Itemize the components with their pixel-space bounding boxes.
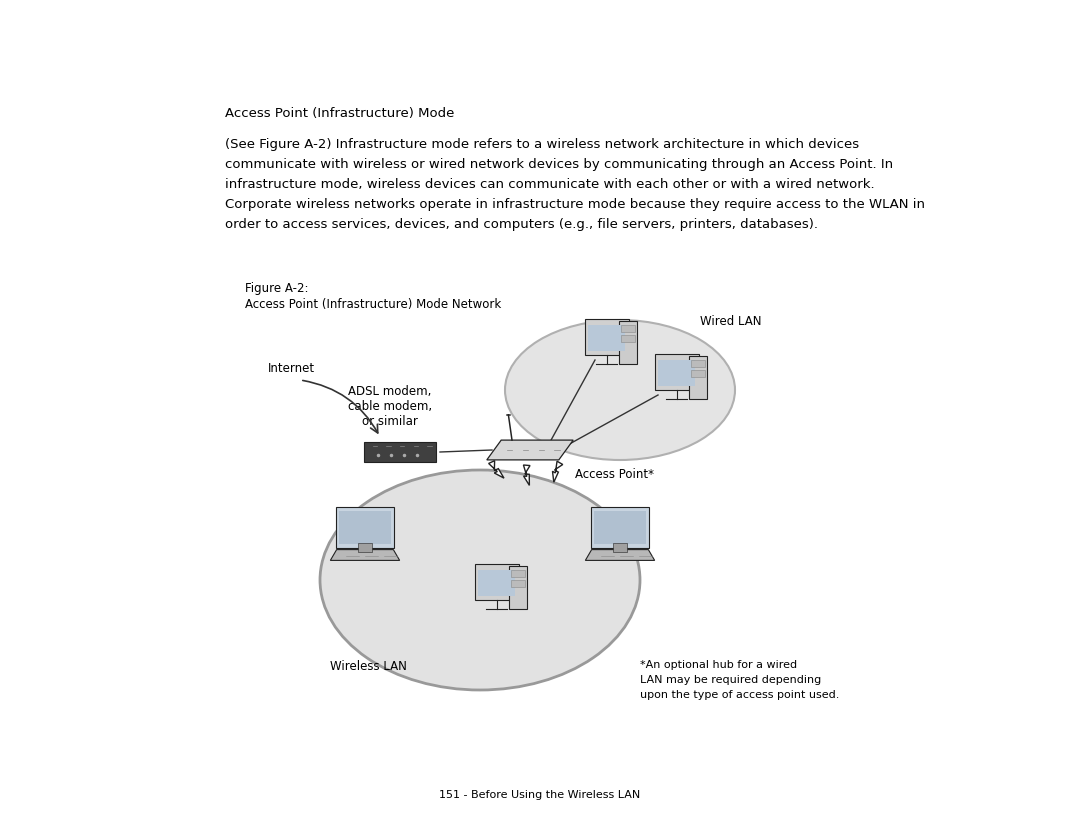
- Text: 151 - Before Using the Wireless LAN: 151 - Before Using the Wireless LAN: [440, 790, 640, 800]
- FancyBboxPatch shape: [619, 321, 637, 364]
- Text: Access Point (Infrastructure) Mode Network: Access Point (Infrastructure) Mode Netwo…: [245, 298, 501, 311]
- FancyBboxPatch shape: [691, 370, 704, 377]
- Text: Access Point (Infrastructure) Mode: Access Point (Infrastructure) Mode: [225, 107, 455, 120]
- Polygon shape: [488, 460, 504, 478]
- FancyArrowPatch shape: [302, 380, 378, 433]
- Text: Corporate wireless networks operate in infrastructure mode because they require : Corporate wireless networks operate in i…: [225, 198, 924, 211]
- Polygon shape: [487, 440, 573, 460]
- Polygon shape: [339, 511, 391, 545]
- Text: order to access services, devices, and computers (e.g., file servers, printers, : order to access services, devices, and c…: [225, 218, 818, 231]
- FancyBboxPatch shape: [621, 335, 635, 342]
- FancyBboxPatch shape: [511, 570, 525, 577]
- Text: LAN may be required depending: LAN may be required depending: [640, 675, 821, 685]
- FancyBboxPatch shape: [509, 566, 527, 609]
- Polygon shape: [591, 507, 649, 548]
- Polygon shape: [553, 461, 563, 482]
- FancyBboxPatch shape: [478, 570, 515, 596]
- Polygon shape: [585, 550, 654, 560]
- FancyBboxPatch shape: [584, 319, 629, 355]
- Text: Wired LAN: Wired LAN: [700, 315, 761, 328]
- Text: communicate with wireless or wired network devices by communicating through an A: communicate with wireless or wired netwo…: [225, 158, 893, 171]
- FancyBboxPatch shape: [589, 325, 624, 351]
- FancyBboxPatch shape: [364, 442, 436, 462]
- FancyBboxPatch shape: [654, 354, 699, 390]
- FancyBboxPatch shape: [357, 543, 373, 552]
- Text: Wireless LAN: Wireless LAN: [330, 660, 407, 673]
- FancyBboxPatch shape: [612, 543, 627, 552]
- FancyBboxPatch shape: [621, 325, 635, 332]
- Polygon shape: [524, 465, 530, 485]
- Text: *An optional hub for a wired: *An optional hub for a wired: [640, 660, 797, 670]
- Text: ADSL modem,
cable modem,
or similar: ADSL modem, cable modem, or similar: [348, 385, 432, 428]
- Polygon shape: [336, 507, 394, 548]
- Text: (See Figure A-2) Infrastructure mode refers to a wireless network architecture i: (See Figure A-2) Infrastructure mode ref…: [225, 138, 859, 151]
- FancyBboxPatch shape: [659, 360, 694, 386]
- Text: Internet: Internet: [268, 362, 315, 375]
- Text: Figure A-2:: Figure A-2:: [245, 282, 309, 295]
- FancyBboxPatch shape: [689, 356, 707, 399]
- FancyBboxPatch shape: [691, 360, 704, 367]
- Polygon shape: [594, 511, 646, 545]
- Polygon shape: [330, 550, 400, 560]
- Text: upon the type of access point used.: upon the type of access point used.: [640, 690, 839, 700]
- Text: Access Point*: Access Point*: [575, 468, 654, 481]
- Text: infrastructure mode, wireless devices can communicate with each other or with a : infrastructure mode, wireless devices ca…: [225, 178, 875, 191]
- FancyBboxPatch shape: [511, 580, 525, 587]
- Ellipse shape: [505, 320, 735, 460]
- Ellipse shape: [320, 470, 640, 690]
- FancyBboxPatch shape: [474, 565, 518, 600]
